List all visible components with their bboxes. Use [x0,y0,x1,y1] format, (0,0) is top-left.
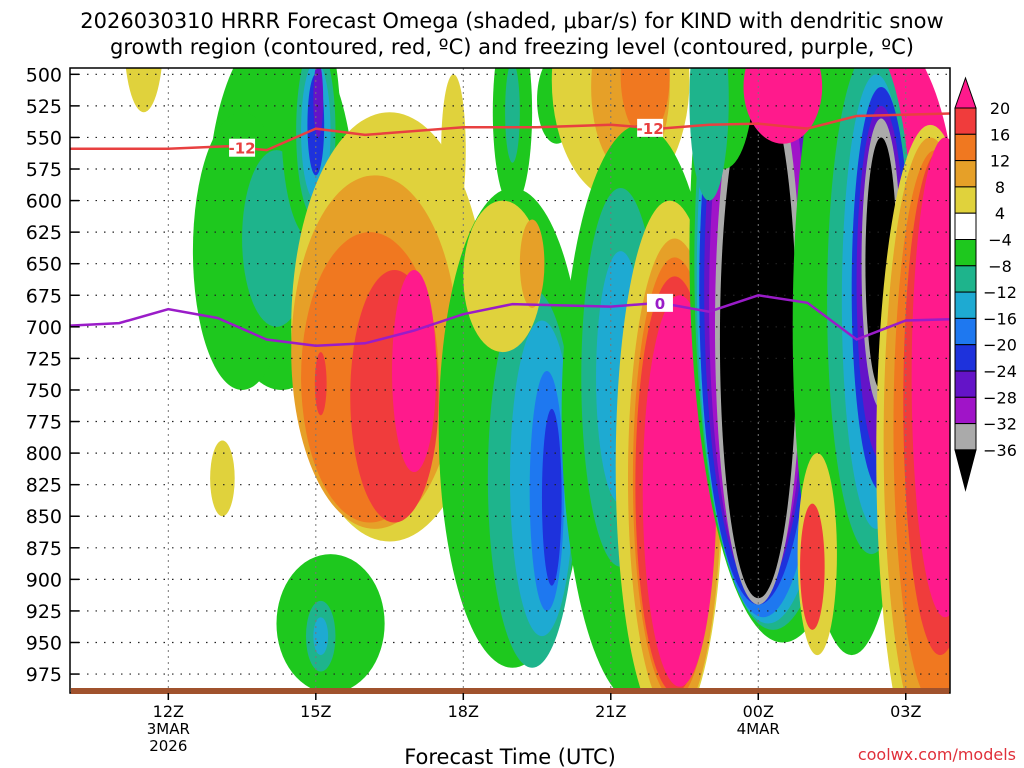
y-tick-label: 700 [26,317,62,339]
colorbar-swatch [954,186,977,214]
colorbar-label: 8 [995,178,1005,197]
colorbar-swatch [954,291,977,319]
x-tick-label: 21Z [595,702,626,721]
colorbar-swatch [954,423,977,451]
y-tick-label: 675 [26,285,62,307]
colorbar: 20 16 12 8 4 −4 −8 −12 −16 −20 −24 −28 −32 −36 [954,76,1017,492]
colorbar-swatch [954,344,977,372]
contour-label: -12 [229,140,256,158]
colorbar-label: −24 [983,362,1017,381]
colorbar-label: 4 [995,204,1005,223]
y-axis: 500 525 550 575 600 625 650 675 700 725 750 775 800 8… [26,64,79,686]
y-tick-label: 850 [26,506,62,528]
omega-region [689,68,729,201]
y-tick-label: 500 [26,64,62,86]
contour-label: -12 [637,120,664,138]
grid-lines [70,68,950,693]
y-tick-label: 900 [26,569,62,591]
y-tick-label: 775 [26,412,62,434]
omega-region [911,137,950,618]
x-tick-label: 00Z [743,702,774,721]
colorbar-swatch [954,212,977,240]
y-tick-label: 875 [26,538,62,560]
colorbar-label: −16 [983,309,1017,328]
y-tick-label: 550 [26,127,62,149]
colorbar-label: 12 [990,152,1010,171]
colorbar-swatch [954,239,977,267]
y-tick-label: 575 [26,159,62,181]
x-tick-label: 18Z [448,702,479,721]
y-tick-label: 950 [26,632,62,654]
contour-lines: -12 -12 0 [69,112,951,348]
y-tick-label: 525 [26,96,62,118]
x-tick-year: 2026 [149,737,187,755]
colorbar-swatch [954,107,977,135]
omega-region [519,219,545,308]
contour-label-bg [229,138,256,157]
contour-label-bg [646,293,673,312]
colorbar-label: 16 [990,125,1010,144]
colorbar-label: −8 [988,257,1012,276]
omega-region [441,74,466,226]
colorbar-swatch [954,370,977,398]
credit-text: coolwx.com/models [858,745,1016,764]
x-tick-label: 15Z [300,702,331,721]
x-axis-label: Forecast Time (UTC) [404,745,616,768]
colorbar-label: −36 [983,441,1017,460]
y-tick-label: 750 [26,380,62,402]
colorbar-swatch [954,265,977,293]
colorbar-swatch [954,396,977,425]
colorbar-label: −4 [988,231,1012,250]
omega-region [505,68,520,163]
chart-title-line1: 2026030310 HRRR Forecast Omega (shaded, … [80,9,943,33]
x-tick-label: 12Z [153,702,184,721]
omega-region [541,408,562,586]
y-tick-label: 725 [26,348,62,370]
colorbar-cap-top [954,76,977,109]
omega-region [125,68,162,113]
freezing-level-line [69,294,951,348]
x-tick-label: 03Z [890,702,921,721]
ground-strip [71,688,949,694]
y-tick-label: 975 [26,664,62,686]
colorbar-label: −12 [983,283,1017,302]
colorbar-cap-bottom [954,449,977,492]
x-tick-date: 4MAR [737,720,780,738]
y-tick-label: 925 [26,601,62,623]
y-tick-label: 625 [26,222,62,244]
y-tick-label: 800 [26,443,62,465]
colorbar-swatch [954,317,977,346]
omega-region [800,503,825,630]
omega-region [392,270,437,473]
omega-region [314,352,327,416]
y-tick-label: 650 [26,254,62,276]
colorbar-label: −28 [983,388,1017,407]
omega-region [210,440,235,517]
colorbar-label: 20 [990,99,1010,118]
contour-label: 0 [655,295,665,313]
omega-region [313,617,329,656]
colorbar-label: −32 [983,415,1017,434]
colorbar-label: −20 [983,336,1017,355]
omega-region [313,68,324,138]
x-tick-date: 3MAR [147,720,190,738]
contour-label-bg [637,118,664,137]
y-tick-label: 825 [26,475,62,497]
colorbar-swatch [954,133,977,162]
y-tick-label: 600 [26,191,62,213]
colorbar-swatch [954,160,977,188]
chart-title-line2: growth region (contoured, red, ºC) and f… [110,35,914,59]
